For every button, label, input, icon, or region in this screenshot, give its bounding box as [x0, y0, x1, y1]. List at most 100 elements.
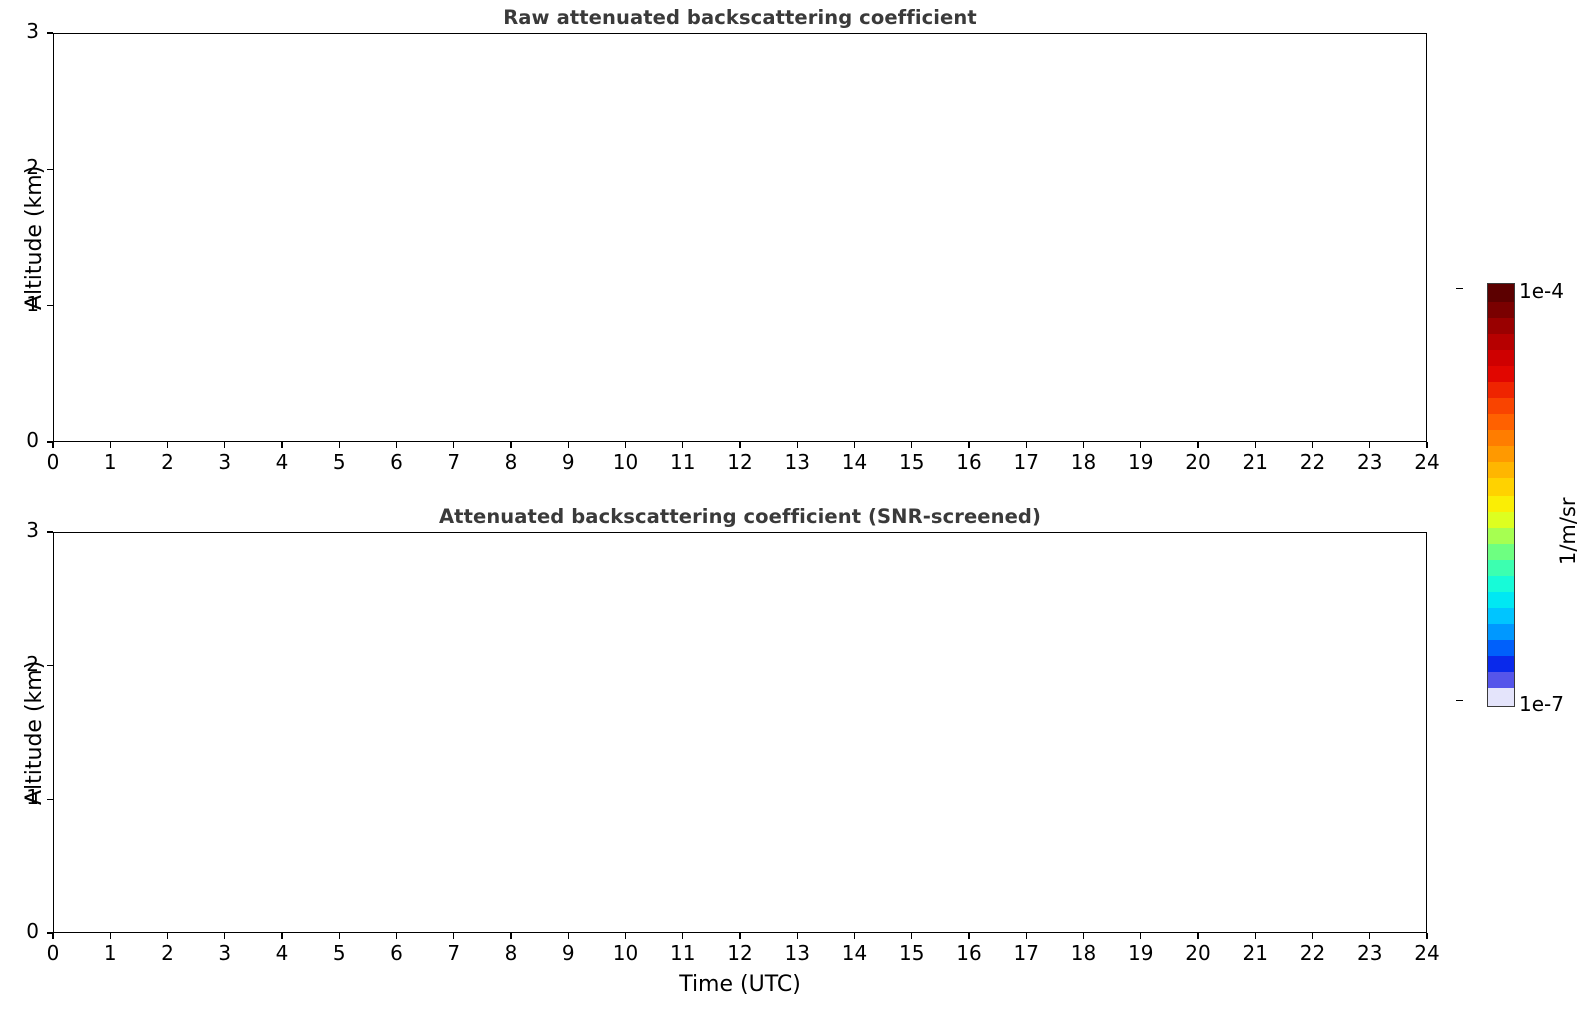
- xtick-label: 23: [1357, 450, 1383, 474]
- xtick-mark: [1197, 442, 1199, 448]
- xtick-mark: [52, 933, 54, 939]
- xtick-mark: [739, 933, 741, 939]
- xtick-label: 2: [161, 450, 174, 474]
- xtick-label: 10: [612, 450, 639, 474]
- ytick-mark: [47, 665, 53, 667]
- xtick-label: 19: [1128, 450, 1154, 474]
- xtick-label: 18: [1070, 450, 1097, 474]
- xtick-label: 12: [727, 941, 753, 965]
- xtick-mark: [1197, 933, 1199, 939]
- colorbar-min-label: 1e-7: [1519, 692, 1564, 716]
- panel-raw-frame: [53, 33, 1427, 442]
- ytick-mark: [47, 531, 53, 533]
- ytick-label: 2: [26, 651, 39, 676]
- xtick-mark: [796, 442, 798, 448]
- xtick-label: 16: [956, 941, 982, 965]
- xtick-label: 1: [103, 450, 117, 474]
- xtick-label: 0: [46, 941, 60, 965]
- xtick-label: 18: [1070, 941, 1097, 965]
- xtick-label: 7: [447, 450, 461, 474]
- colorbar-max-label: 1e-4: [1519, 279, 1564, 303]
- panel-raw-ylabel: Altitude (km): [22, 165, 47, 310]
- ytick-label: 1: [26, 785, 39, 810]
- xtick-label: 14: [841, 450, 868, 474]
- xtick-mark: [624, 442, 627, 448]
- xtick-mark: [682, 442, 684, 448]
- panel-screened-title: Attenuated backscattering coefficient (S…: [438, 505, 1042, 528]
- xtick-label: 6: [390, 941, 403, 965]
- xtick-label: 22: [1299, 450, 1326, 474]
- xtick-label: 15: [899, 941, 925, 965]
- xtick-mark: [968, 933, 970, 939]
- xtick-mark: [567, 933, 569, 939]
- xtick-mark: [1254, 933, 1256, 939]
- xtick-label: 0: [46, 450, 60, 474]
- xtick-label: 3: [218, 941, 232, 965]
- xtick-mark: [224, 442, 226, 448]
- xtick-mark: [1369, 933, 1371, 939]
- xtick-label: 9: [561, 450, 575, 474]
- panel-screened-plot[interactable]: [53, 532, 1427, 933]
- xtick-mark: [1426, 933, 1428, 939]
- xtick-label: 23: [1357, 941, 1383, 965]
- xtick-label: 14: [841, 941, 868, 965]
- xtick-mark: [395, 933, 398, 939]
- xtick-mark: [1311, 933, 1314, 939]
- xtick-mark: [1311, 442, 1314, 448]
- xtick-mark: [1025, 933, 1027, 939]
- xtick-mark: [739, 442, 741, 448]
- xtick-label: 20: [1185, 450, 1211, 474]
- ytick-mark: [47, 305, 53, 307]
- xtick-mark: [1025, 442, 1027, 448]
- ytick-label: 0: [26, 919, 39, 943]
- xtick-label: 9: [561, 941, 575, 965]
- xtick-label: 17: [1013, 450, 1039, 474]
- xtick-mark: [624, 933, 627, 939]
- xtick-mark: [510, 933, 512, 939]
- xtick-mark: [109, 442, 111, 448]
- xtick-mark: [166, 442, 169, 448]
- xtick-label: 24: [1414, 941, 1440, 965]
- ytick-label: 3: [26, 19, 39, 43]
- ytick-label: 1: [26, 291, 39, 316]
- colorbar-title: 1/m/sr: [1556, 497, 1580, 565]
- xtick-label: 21: [1242, 941, 1268, 965]
- xtick-label: 6: [390, 450, 403, 474]
- xtick-label: 11: [670, 941, 696, 965]
- xtick-label: 13: [784, 450, 810, 474]
- xtick-label: 10: [612, 941, 639, 965]
- xtick-mark: [853, 933, 856, 939]
- xtick-label: 5: [332, 941, 346, 965]
- colorbar-tick-top: [1456, 288, 1463, 290]
- xtick-label: 12: [727, 450, 753, 474]
- xtick-label: 8: [504, 941, 518, 965]
- xtick-label: 20: [1185, 941, 1211, 965]
- xtick-mark: [911, 933, 913, 939]
- panel-screened-frame: [53, 532, 1427, 933]
- xtick-mark: [1082, 933, 1085, 939]
- xtick-mark: [281, 442, 283, 448]
- xtick-mark: [338, 442, 340, 448]
- panel-screened-xlabel: Time (UTC): [679, 972, 801, 997]
- xtick-mark: [109, 933, 111, 939]
- xtick-label: 3: [218, 450, 232, 474]
- xtick-mark: [853, 442, 856, 448]
- xtick-mark: [1140, 933, 1142, 939]
- colorbar-tick-bottom: [1456, 700, 1463, 702]
- xtick-mark: [395, 442, 398, 448]
- xtick-mark: [1426, 442, 1428, 448]
- ytick-mark: [47, 932, 53, 934]
- xtick-mark: [567, 442, 569, 448]
- xtick-label: 16: [956, 450, 982, 474]
- ytick-mark: [47, 441, 53, 443]
- panel-screened-ylabel: Altitude (km): [22, 660, 47, 805]
- xtick-label: 24: [1414, 450, 1440, 474]
- xtick-label: 2: [161, 941, 174, 965]
- ytick-label: 0: [26, 428, 39, 452]
- panel-raw-plot[interactable]: [53, 33, 1427, 442]
- xtick-label: 19: [1128, 941, 1154, 965]
- xtick-mark: [968, 442, 970, 448]
- colorbar[interactable]: [1487, 283, 1515, 707]
- xtick-label: 1: [103, 941, 117, 965]
